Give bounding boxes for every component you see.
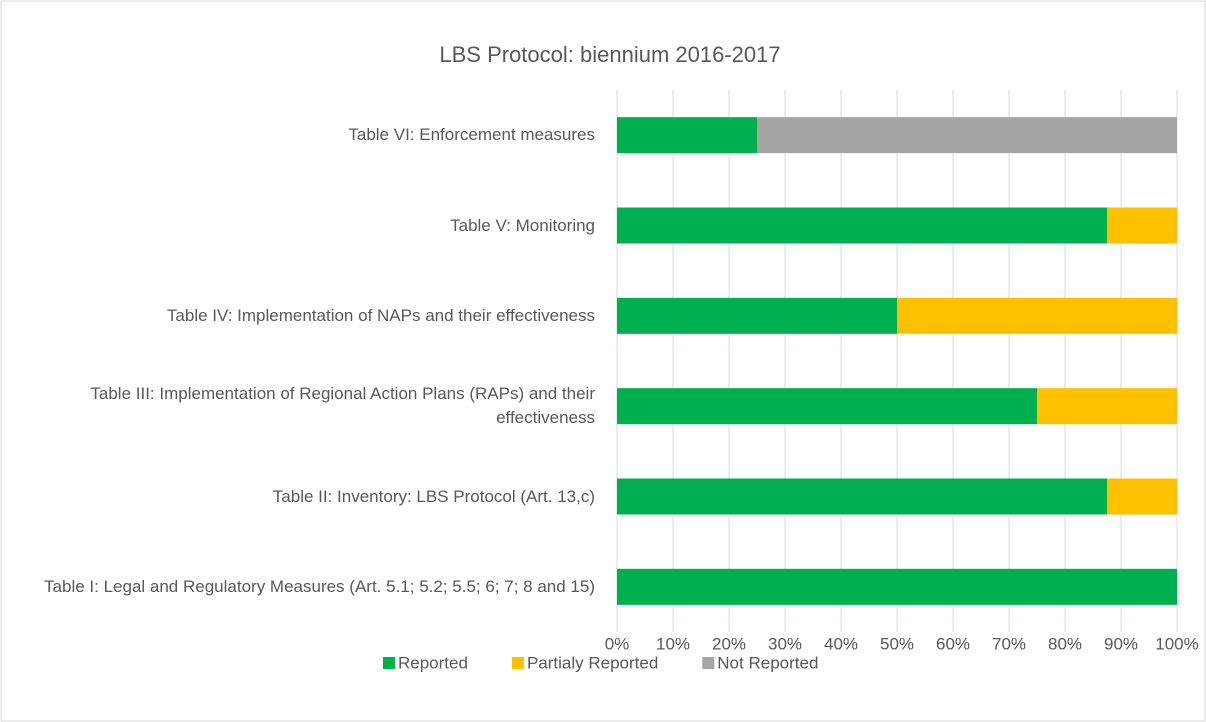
y-tick-label: Table I: Legal and Regulatory Measures (… — [44, 576, 595, 596]
bar-segment — [1037, 388, 1177, 425]
x-tick-label: 90% — [1104, 634, 1138, 653]
x-tick-label: 0% — [605, 634, 630, 653]
x-tick-label: 60% — [936, 634, 970, 653]
bar-segment — [617, 207, 1107, 244]
bar-segment — [617, 297, 897, 334]
x-tick-label: 100% — [1155, 634, 1198, 653]
bar-segment — [1107, 478, 1177, 515]
legend-label: Partialy Reported — [527, 653, 658, 672]
bar-segment — [757, 117, 1177, 154]
y-tick-label: Table II: Inventory: LBS Protocol (Art. … — [272, 486, 595, 506]
bar-segment — [617, 568, 1177, 605]
bar-segment — [617, 388, 1037, 425]
x-tick-label: 20% — [712, 634, 746, 653]
bar-segment — [1107, 207, 1177, 244]
bar-segment — [897, 297, 1177, 334]
x-tick-label: 70% — [992, 634, 1026, 653]
bar-segment — [617, 117, 757, 154]
x-tick-label: 40% — [824, 634, 858, 653]
x-tick-label: 80% — [1048, 634, 1082, 653]
legend-swatch — [702, 657, 715, 669]
x-tick-label: 30% — [768, 634, 802, 653]
legend-label: Not Reported — [717, 653, 818, 672]
y-tick-label: Table IV: Implementation of NAPs and the… — [166, 305, 595, 325]
legend-swatch — [383, 657, 395, 669]
y-tick-label: Table V: Monitoring — [450, 215, 595, 235]
y-tick-label: Table VI: Enforcement measures — [348, 125, 595, 145]
legend-label: Reported — [398, 653, 468, 672]
chart-title: LBS Protocol: biennium 2016-2017 — [439, 42, 780, 67]
legend-swatch — [511, 657, 524, 669]
bar-segment — [617, 478, 1107, 515]
x-tick-label: 10% — [656, 634, 690, 653]
y-tick-label: Table III: Implementation of Regional Ac… — [90, 384, 595, 428]
x-tick-label: 50% — [880, 634, 914, 653]
